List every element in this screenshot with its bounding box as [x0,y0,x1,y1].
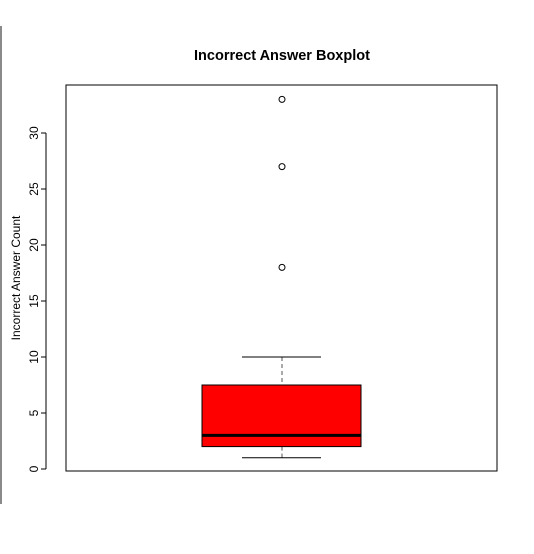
outlier-point [278,95,286,103]
outlier-point [278,163,286,171]
y-tick-label: 30 [27,126,41,140]
y-tick-label: 10 [27,350,41,364]
iqr-box [201,384,362,448]
y-tick-label: 15 [27,294,41,308]
outliers [278,95,286,271]
y-tick-label: 20 [27,238,41,252]
y-tick-label: 25 [27,182,41,196]
y-axis-label: Incorrect Answer Count [9,215,23,340]
y-axis: 0 5 10 15 20 25 30 [27,126,47,472]
box-group [201,356,362,459]
outlier-point [278,263,286,271]
chart-title: Incorrect Answer Boxplot [194,48,370,64]
y-tick-label: 5 [27,409,41,416]
window-left-edge [0,26,2,504]
plot-frame [65,84,498,472]
y-tick-label: 0 [27,465,41,472]
